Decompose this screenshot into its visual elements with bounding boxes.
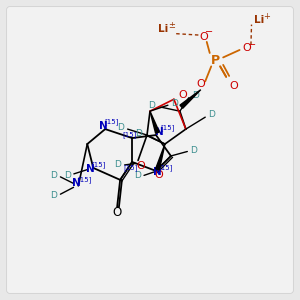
Text: D: D xyxy=(192,91,199,100)
Text: Li: Li xyxy=(158,24,169,34)
Text: O: O xyxy=(200,32,208,41)
Text: ±: ± xyxy=(168,21,175,30)
Text: [15]: [15] xyxy=(123,164,138,171)
Text: P: P xyxy=(211,54,220,67)
Text: D: D xyxy=(208,110,215,119)
Text: O: O xyxy=(229,81,238,91)
FancyBboxPatch shape xyxy=(7,7,293,293)
Text: [15]: [15] xyxy=(91,162,106,168)
Text: Li: Li xyxy=(254,15,264,25)
Text: −: − xyxy=(205,27,213,37)
Text: D: D xyxy=(64,171,71,180)
Text: D: D xyxy=(148,101,155,110)
Text: O: O xyxy=(178,90,187,100)
Text: N: N xyxy=(154,127,163,137)
Text: D: D xyxy=(190,146,197,154)
Text: [15]: [15] xyxy=(160,124,175,131)
Text: O: O xyxy=(154,170,163,180)
Polygon shape xyxy=(150,111,159,133)
Text: N: N xyxy=(73,178,81,188)
Text: [15]: [15] xyxy=(158,164,173,171)
Text: +: + xyxy=(263,12,270,21)
Polygon shape xyxy=(156,144,165,170)
Text: D: D xyxy=(115,160,122,169)
Text: O: O xyxy=(196,79,205,89)
Polygon shape xyxy=(180,90,201,108)
Text: N: N xyxy=(86,164,95,174)
Text: D: D xyxy=(136,129,142,138)
Text: D: D xyxy=(171,99,178,108)
Text: N: N xyxy=(153,167,162,177)
Text: O: O xyxy=(137,161,146,171)
Text: D: D xyxy=(50,191,57,200)
Text: D: D xyxy=(50,171,57,180)
Text: [15]: [15] xyxy=(78,176,92,183)
Text: N: N xyxy=(99,121,108,131)
Text: D: D xyxy=(134,171,141,180)
Text: O: O xyxy=(112,206,122,219)
Text: −: − xyxy=(248,40,256,50)
Text: D: D xyxy=(118,123,124,132)
Text: [15]: [15] xyxy=(122,131,136,138)
Text: [15]: [15] xyxy=(105,118,119,125)
Text: O: O xyxy=(243,44,251,53)
